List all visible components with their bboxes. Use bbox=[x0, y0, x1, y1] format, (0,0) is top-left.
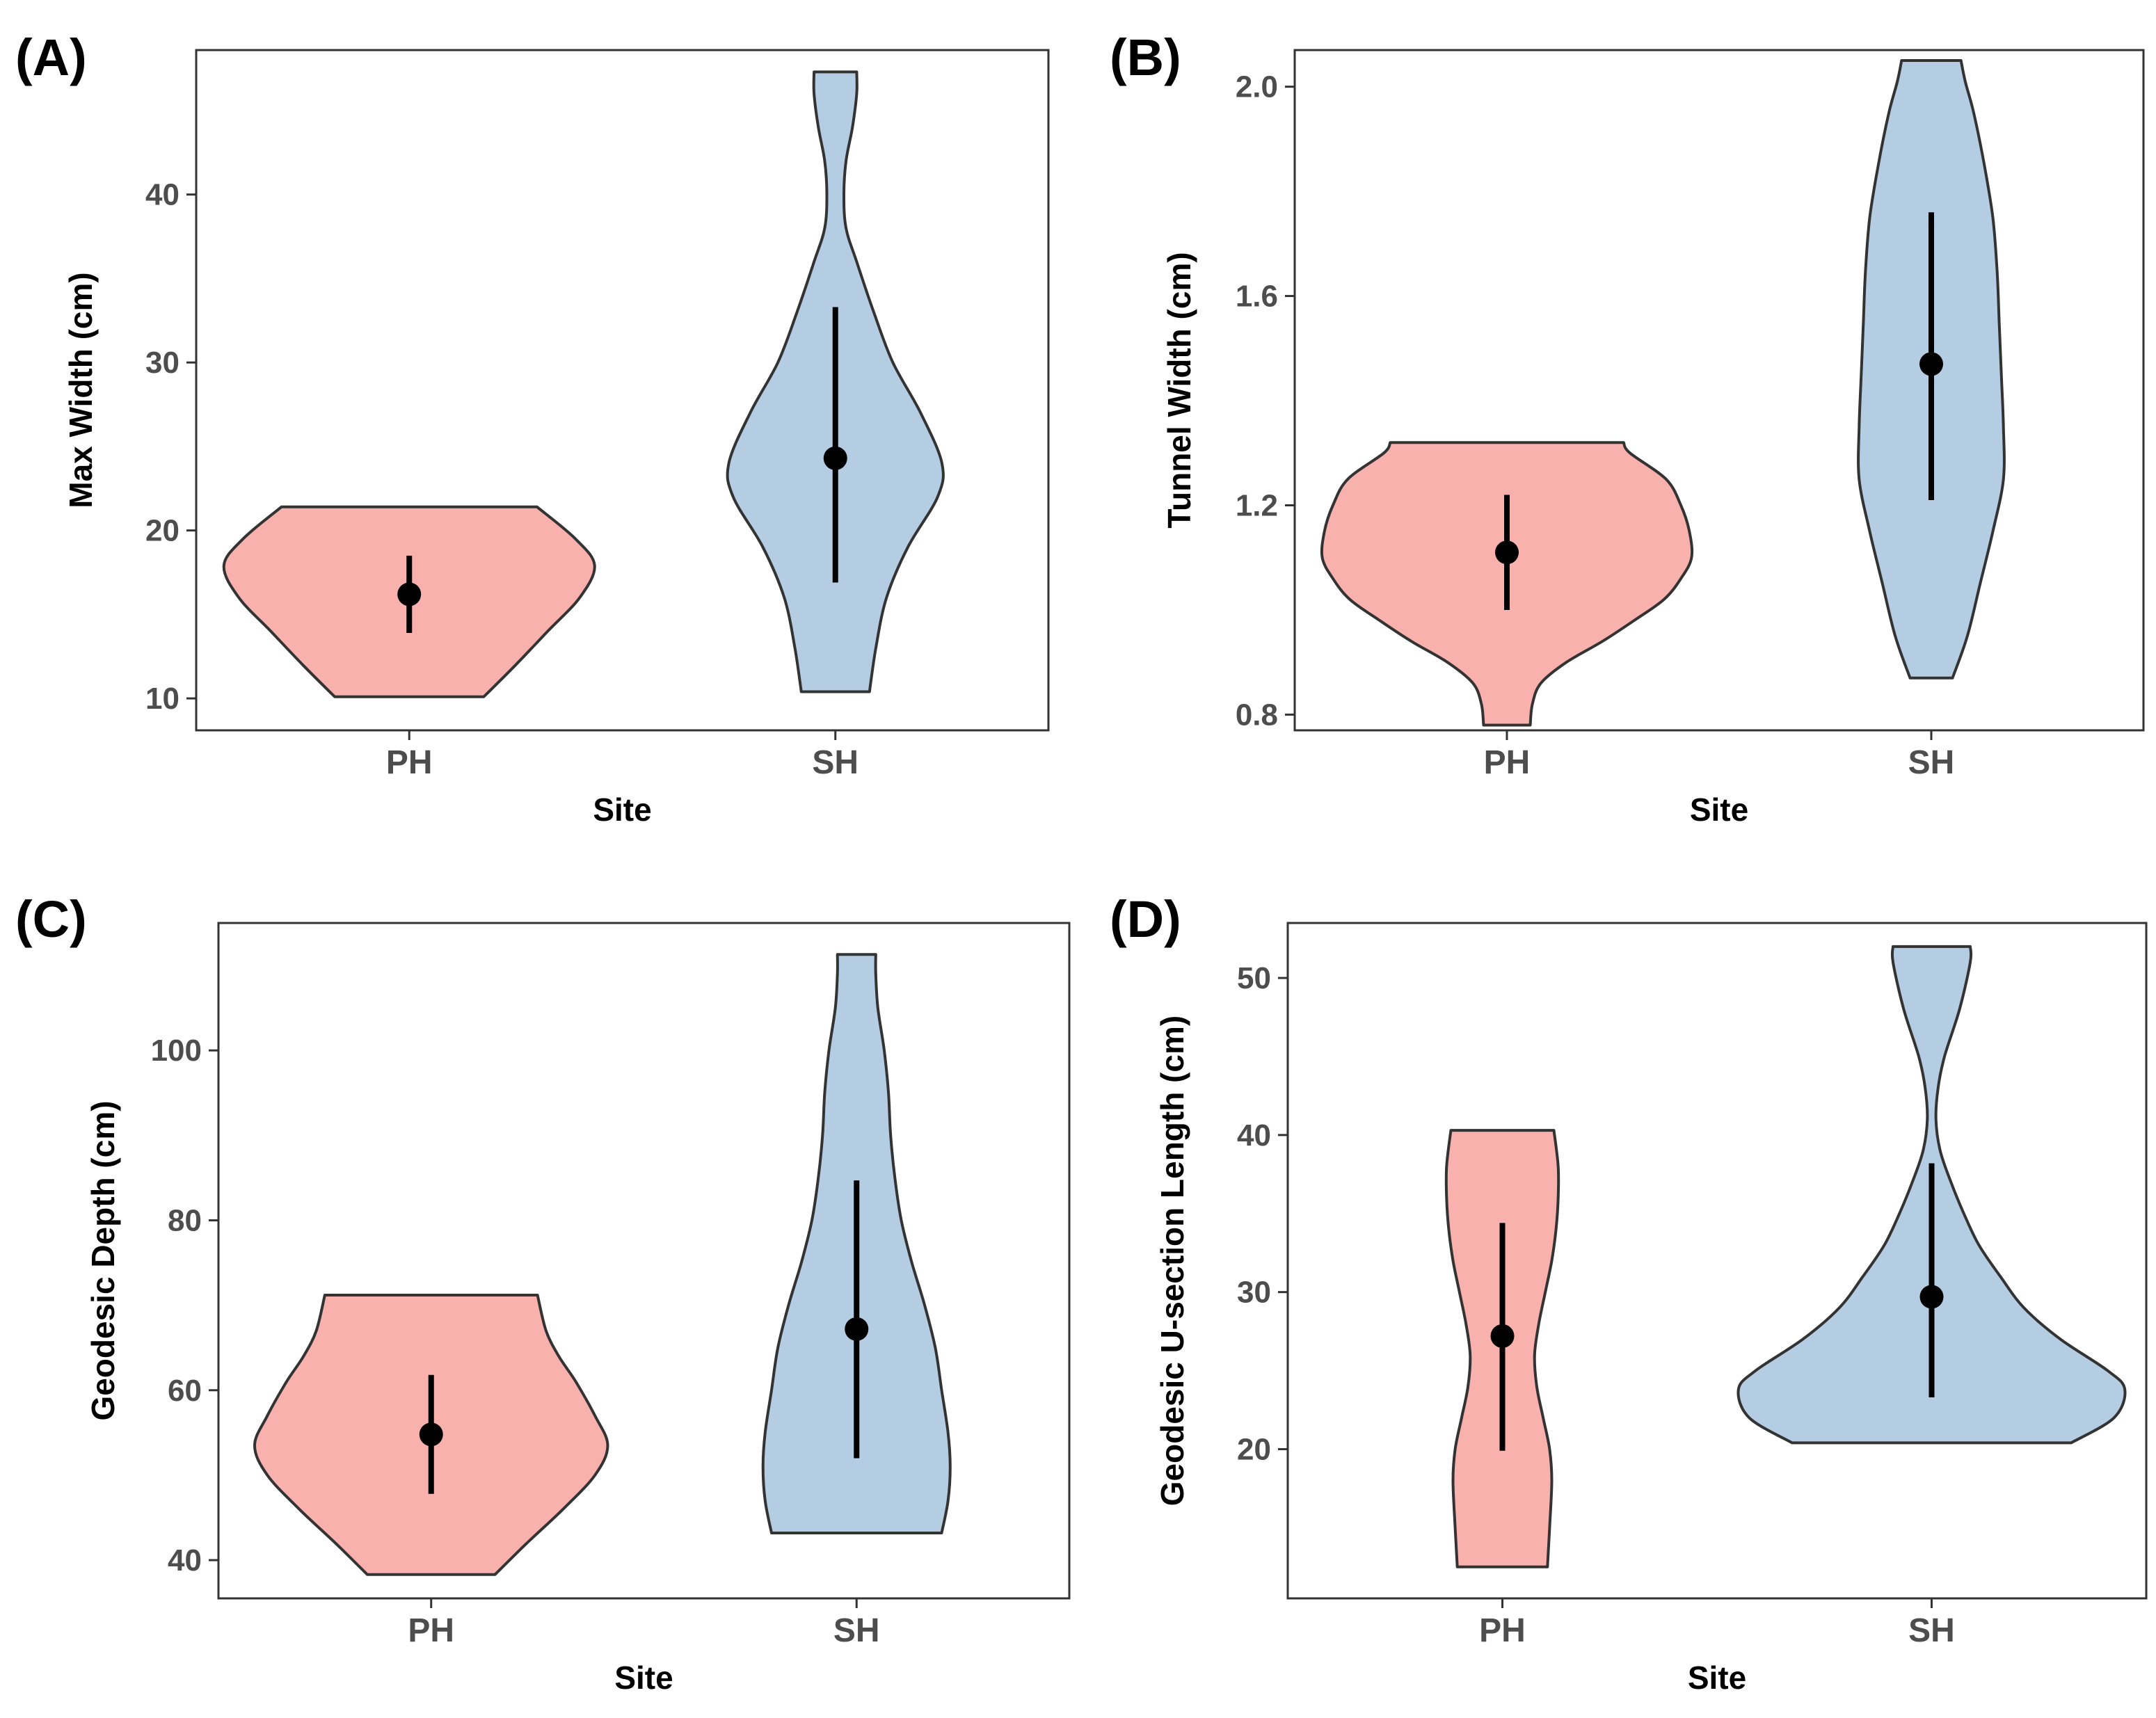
y-tick-label: 60 bbox=[168, 1374, 202, 1408]
x-tick-label: SH bbox=[1908, 1612, 1955, 1649]
panel-c: (C) 40 60 80 100 PH SH Site Geodesic Depth (cm) bbox=[0, 859, 1078, 1718]
y-tick-label: 100 bbox=[151, 1034, 202, 1068]
violin-plot-d: 20 30 40 50 PH SH Site Geodesic U-section Lengt… bbox=[1154, 922, 2148, 1696]
mean-point-ph bbox=[1495, 540, 1519, 565]
y-axis-title: Geodesic Depth (cm) bbox=[85, 1100, 121, 1420]
y-tick-label: 30 bbox=[145, 346, 179, 380]
panel-tag: (C) bbox=[15, 890, 87, 948]
y-tick-label: 80 bbox=[168, 1203, 202, 1237]
y-tick-label: 10 bbox=[145, 682, 179, 716]
y-tick-label: 40 bbox=[1237, 1118, 1271, 1153]
y-tick-label: 30 bbox=[1237, 1276, 1271, 1310]
panel-tag: (D) bbox=[1110, 890, 1181, 948]
x-tick-label: PH bbox=[408, 1612, 454, 1649]
mean-point-ph bbox=[1490, 1324, 1515, 1348]
y-axis-title: Max Width (cm) bbox=[63, 272, 99, 508]
mean-point-sh bbox=[1919, 352, 1943, 376]
panel-a: (A) 10 20 30 40 PH SH Site Max Width (cm) bbox=[0, 0, 1078, 859]
mean-point-sh bbox=[823, 446, 847, 470]
x-tick-label: PH bbox=[386, 744, 433, 781]
y-tick-label: 1.6 bbox=[1236, 280, 1278, 314]
x-axis-title: Site bbox=[1690, 792, 1748, 828]
panel-b: (B) 0.8 1.2 1.6 2.0 PH SH Site Tunnel Width (cm… bbox=[1078, 0, 2156, 859]
x-axis-title: Site bbox=[1688, 1660, 1746, 1696]
panel-tag: (A) bbox=[15, 29, 87, 86]
y-tick-label: 40 bbox=[145, 178, 179, 212]
y-axis-title: Geodesic U-section Length (cm) bbox=[1154, 1015, 1190, 1506]
plot-frame bbox=[1286, 922, 2148, 1600]
y-tick-label: 40 bbox=[168, 1543, 202, 1577]
violin-plot-b: 0.8 1.2 1.6 2.0 PH SH Site Tunnel Width (cm) bbox=[1161, 49, 2145, 828]
mean-point-sh bbox=[845, 1317, 869, 1341]
y-tick-label: 50 bbox=[1237, 961, 1271, 995]
y-tick-label: 0.8 bbox=[1236, 698, 1278, 732]
y-tick-label: 20 bbox=[145, 514, 179, 548]
y-axis-title: Tunnel Width (cm) bbox=[1161, 252, 1197, 528]
x-tick-label: PH bbox=[1479, 1612, 1526, 1649]
panel-tag: (B) bbox=[1110, 29, 1181, 86]
x-axis-title: Site bbox=[614, 1660, 673, 1696]
y-tick-label: 20 bbox=[1237, 1432, 1271, 1466]
x-tick-label: SH bbox=[812, 744, 859, 781]
y-tick-label: 2.0 bbox=[1236, 70, 1278, 104]
mean-point-ph bbox=[397, 582, 422, 607]
x-tick-label: PH bbox=[1484, 744, 1531, 781]
y-tick-label: 1.2 bbox=[1236, 489, 1278, 523]
x-axis-title: Site bbox=[593, 792, 651, 828]
mean-point-ph bbox=[419, 1422, 443, 1447]
mean-point-sh bbox=[1919, 1285, 1944, 1309]
violin-plot-a: 10 20 30 40 PH SH Site Max Width (cm) bbox=[63, 49, 1050, 828]
x-tick-label: SH bbox=[833, 1612, 880, 1649]
panel-d: (D) 20 30 40 50 PH SH Site Geodesic U-section L… bbox=[1078, 859, 2156, 1718]
violin-plot-c: 40 60 80 100 PH SH Site Geodesic Depth (cm) bbox=[85, 922, 1071, 1696]
x-tick-label: SH bbox=[1908, 744, 1955, 781]
